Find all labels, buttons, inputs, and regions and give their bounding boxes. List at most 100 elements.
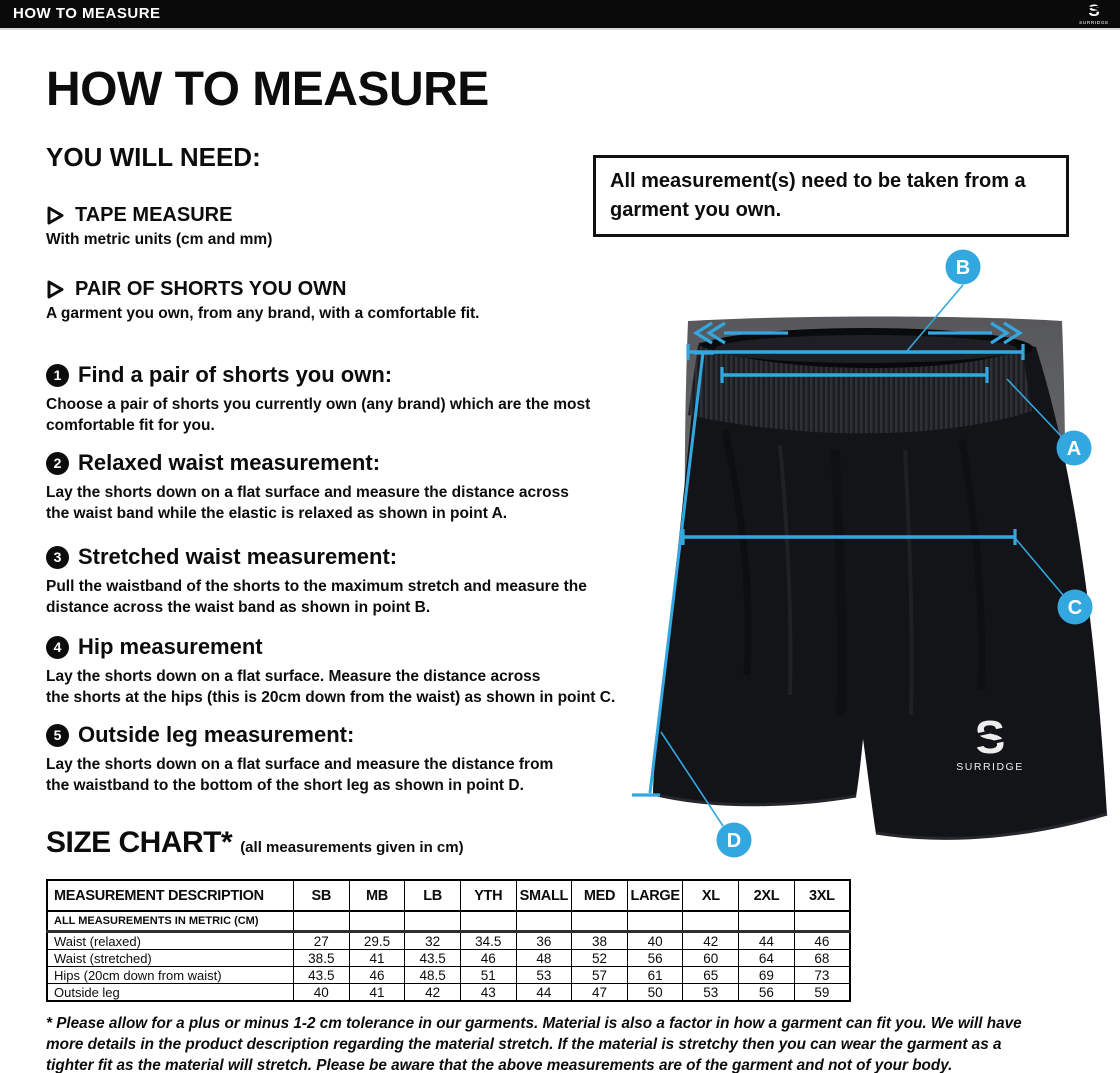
size-value: 57 <box>571 966 628 984</box>
column-header: MED <box>571 879 628 912</box>
size-value: 38 <box>571 931 628 950</box>
size-value: 44 <box>738 931 795 950</box>
svg-text:C: C <box>1068 597 1082 619</box>
size-value: 47 <box>571 983 628 1002</box>
step-title: Find a pair of shorts you own: <box>78 362 393 387</box>
step-2: 2 Relaxed waist measurement: Lay the sho… <box>46 450 691 525</box>
step-description: Lay the shorts down on a flat surface an… <box>46 756 554 795</box>
row-label: Hips (20cm down from waist) <box>46 966 294 984</box>
svg-text:A: A <box>1067 438 1081 460</box>
size-value: 56 <box>738 983 795 1002</box>
size-value: 40 <box>626 931 684 950</box>
badge-a <box>1056 430 1092 466</box>
size-value: 69 <box>738 966 795 984</box>
step-1: 1 Find a pair of shorts you own: Choose … <box>46 362 691 437</box>
badge-b <box>945 249 981 285</box>
size-value: 46 <box>348 966 406 984</box>
size-value: 29.5 <box>348 931 406 950</box>
step-description: Choose a pair of shorts you currently ow… <box>46 396 591 435</box>
size-value: 48.5 <box>404 966 461 984</box>
size-value: 46 <box>459 949 517 967</box>
need-item-shorts: PAIR OF SHORTS YOU OWN A garment you own… <box>46 278 479 323</box>
need-item-tape-measure: TAPE MEASURE With metric units (cm and m… <box>46 204 272 249</box>
measurement-note-box: All measurement(s) need to be taken from… <box>593 155 1069 237</box>
svg-text:SURRIDGE: SURRIDGE <box>956 761 1023 773</box>
size-value: 56 <box>626 949 684 967</box>
metric-note: ALL MEASUREMENTS IN METRIC (CM) <box>46 910 294 933</box>
size-value: 27 <box>293 931 350 950</box>
column-header: 2XL <box>738 879 795 912</box>
step-number-badge: 5 <box>46 723 69 747</box>
measure-line-d <box>648 352 705 794</box>
row-label: Outside leg <box>46 983 294 1002</box>
surridge-leg-logo-icon: S SURRIDGE <box>956 711 1023 773</box>
column-header: YTH <box>459 879 517 912</box>
need-item-title: PAIR OF SHORTS YOU OWN <box>75 278 347 300</box>
shorts-silhouette <box>653 331 1107 840</box>
size-value: 64 <box>738 949 795 967</box>
triangle-bullet-icon <box>47 280 64 299</box>
topbar-title: HOW TO MEASURE <box>13 5 161 22</box>
step-number-badge: 4 <box>46 635 69 659</box>
table-row: Hips (20cm down from waist) 43.5 46 48.5 51 5… <box>46 966 851 984</box>
size-value: 50 <box>626 983 684 1002</box>
size-value: 51 <box>459 966 517 984</box>
column-header: LB <box>404 879 461 912</box>
table-row: Waist (stretched) 38.5 41 43.5 46 48 52 56 60 64 6… <box>46 949 851 967</box>
size-value: 65 <box>682 966 740 984</box>
svg-text:S: S <box>1088 1 1099 20</box>
step-number-badge: 3 <box>46 545 69 569</box>
step-title: Relaxed waist measurement: <box>78 450 381 475</box>
size-value: 38.5 <box>293 949 350 967</box>
svg-text:S: S <box>975 711 1006 763</box>
shorts-figure: S SURRIDGE <box>632 249 1108 858</box>
row-label: Waist (relaxed) <box>46 931 294 950</box>
size-value: 43.5 <box>404 949 461 967</box>
size-value: 46 <box>793 931 851 950</box>
column-header: MEASUREMENT DESCRIPTION <box>46 879 294 912</box>
step-number-badge: 1 <box>46 363 69 387</box>
table-row: Outside leg 40 41 42 43 44 47 50 53 56 59 <box>46 983 851 1002</box>
size-chart-title: SIZE CHART* <box>46 826 233 859</box>
need-item-desc: With metric units (cm and mm) <box>46 231 273 248</box>
size-value: 53 <box>515 966 573 984</box>
surridge-logo-icon: S SURRIDGE <box>1079 1 1109 25</box>
size-value: 73 <box>793 966 851 984</box>
column-header: LARGE <box>626 879 684 912</box>
badge-c <box>1057 589 1093 625</box>
need-item-title: TAPE MEASURE <box>75 204 233 226</box>
shorts-measurement-diagram: S SURRIDGE <box>630 245 1115 870</box>
step-3: 3 Stretched waist measurement: Pull the … <box>46 544 691 619</box>
top-bar: HOW TO MEASURE S SURRIDGE <box>0 0 1120 30</box>
svg-text:D: D <box>727 830 741 852</box>
column-header: 3XL <box>793 879 851 912</box>
size-value: 43.5 <box>293 966 350 984</box>
need-item-desc: A garment you own, from any brand, with … <box>46 305 480 322</box>
step-description: Lay the shorts down on a flat surface. M… <box>46 668 616 707</box>
column-header: SB <box>293 879 350 912</box>
size-chart-table: MEASUREMENT DESCRIPTION SB MB LB YTH SMALL MED… <box>46 879 851 1002</box>
svg-text:B: B <box>956 257 970 279</box>
size-value: 43 <box>459 983 517 1002</box>
size-chart-subtitle: (all measurements given in cm) <box>240 839 464 856</box>
size-value: 42 <box>682 931 740 950</box>
size-value: 68 <box>793 949 851 967</box>
size-value: 41 <box>348 983 406 1002</box>
badge-d <box>716 822 752 858</box>
step-description: Lay the shorts down on a flat surface an… <box>46 484 569 523</box>
svg-text:SURRIDGE: SURRIDGE <box>1079 20 1109 25</box>
step-title: Stretched waist measurement: <box>78 544 398 569</box>
column-header: XL <box>682 879 740 912</box>
row-label: Waist (stretched) <box>46 949 294 967</box>
metric-note-row: ALL MEASUREMENTS IN METRIC (CM) <box>46 910 851 933</box>
triangle-bullet-icon <box>47 206 64 225</box>
size-value: 44 <box>515 983 573 1002</box>
size-value: 61 <box>626 966 684 984</box>
step-title: Hip measurement <box>78 634 263 659</box>
size-value: 36 <box>515 931 573 950</box>
step-4: 4 Hip measurement Lay the shorts down on… <box>46 634 691 709</box>
size-value: 52 <box>571 949 628 967</box>
step-5: 5 Outside leg measurement: Lay the short… <box>46 722 691 797</box>
column-header: MB <box>348 879 406 912</box>
